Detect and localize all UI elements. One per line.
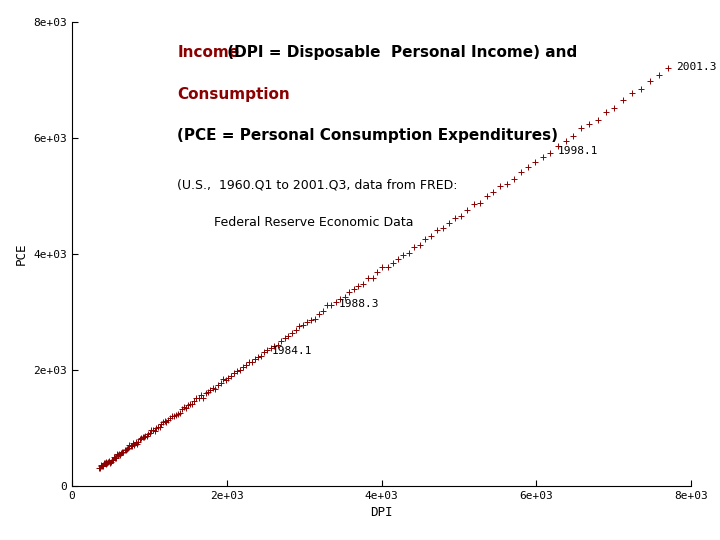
Text: Consumption: Consumption <box>177 86 290 102</box>
Text: Income: Income <box>177 45 239 60</box>
Text: 1998.1: 1998.1 <box>558 146 598 157</box>
Text: 2001.3: 2001.3 <box>676 62 716 72</box>
Text: 1988.3: 1988.3 <box>339 299 379 309</box>
X-axis label: DPI: DPI <box>370 507 393 519</box>
Text: 1984.1: 1984.1 <box>272 346 312 356</box>
Text: (PCE = Personal Consumption Expenditures): (PCE = Personal Consumption Expenditures… <box>177 129 558 144</box>
Text: (DPI = Disposable  Personal Income) and: (DPI = Disposable Personal Income) and <box>222 45 577 60</box>
Text: Federal Reserve Economic Data: Federal Reserve Economic Data <box>215 216 414 229</box>
Text: (U.S.,  1960.Q1 to 2001.Q3, data from FRED:: (U.S., 1960.Q1 to 2001.Q3, data from FRE… <box>177 179 458 192</box>
Y-axis label: PCE: PCE <box>15 242 28 265</box>
